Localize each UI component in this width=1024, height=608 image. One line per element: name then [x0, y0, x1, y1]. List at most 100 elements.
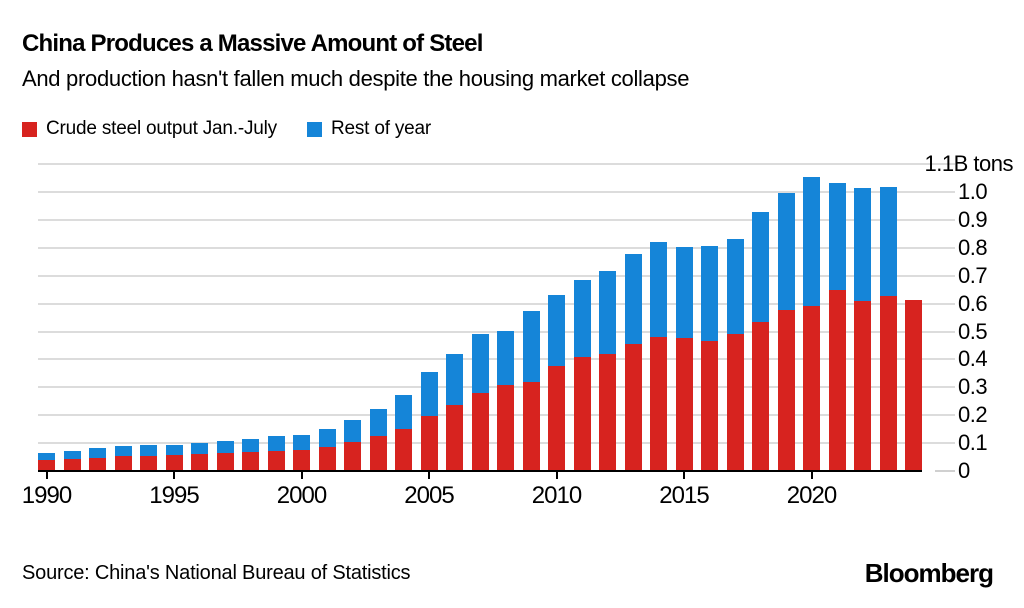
bar-segment-jan-july-2006	[446, 405, 463, 471]
bar-2012	[599, 270, 616, 471]
x-label-1995: 1995	[149, 482, 199, 509]
bar-segment-jan-july-2019	[777, 310, 795, 471]
gridline-1.1B tons	[38, 163, 955, 165]
bar-segment-rest-of-year-1994	[140, 445, 157, 456]
bar-segment-jan-july-1993	[114, 456, 132, 471]
bar-segment-rest-of-year-1992	[89, 448, 106, 458]
bar-segment-jan-july-1995	[165, 455, 183, 471]
legend-label-jan-july: Crude steel output Jan.-July	[46, 118, 277, 139]
y-label-0.7: 0.7	[958, 262, 988, 288]
bar-segment-jan-july-2001	[318, 447, 336, 471]
bar-segment-rest-of-year-2018	[752, 212, 769, 323]
bar-segment-jan-july-2020	[803, 305, 820, 471]
y-label-0.2: 0.2	[958, 402, 988, 428]
bar-segment-jan-july-2009	[522, 382, 540, 471]
y-label-1.1B tons: 1.1B tons	[924, 151, 1014, 176]
x-tick-2010	[555, 472, 558, 479]
bar-segment-jan-july-2000	[293, 449, 310, 471]
bar-2003	[369, 409, 387, 471]
bar-2019	[777, 193, 795, 471]
bar-segment-jan-july-2021	[828, 289, 846, 471]
bar-segment-jan-july-2024	[905, 299, 922, 471]
bar-segment-jan-july-1996	[191, 454, 208, 471]
bar-segment-rest-of-year-2019	[777, 193, 795, 310]
bar-1990	[38, 452, 55, 471]
y-label-0: 0	[958, 458, 970, 483]
bar-2021	[828, 182, 846, 471]
bar-segment-jan-july-2002	[344, 442, 361, 471]
x-tick-2020	[810, 472, 813, 479]
bar-segment-rest-of-year-2011	[573, 280, 591, 357]
bar-segment-jan-july-1990	[38, 459, 55, 471]
y-label-0.6: 0.6	[958, 290, 988, 316]
bar-2011	[573, 280, 591, 471]
bar-segment-jan-july-2008	[497, 385, 514, 471]
x-label-1990: 1990	[21, 482, 72, 509]
x-tick-2000	[300, 472, 303, 479]
bar-segment-rest-of-year-2014	[650, 241, 667, 337]
bar-2024	[905, 299, 922, 471]
y-label-0.4: 0.4	[958, 346, 988, 372]
y-label-0.1: 0.1	[958, 430, 988, 456]
bar-2022	[854, 188, 871, 471]
bar-segment-rest-of-year-2008	[497, 330, 514, 385]
x-label-2005: 2005	[404, 482, 454, 509]
chart-subtitle: And production hasn't fallen much despit…	[22, 66, 690, 91]
bar-segment-jan-july-1998	[242, 451, 259, 471]
y-label-0.5: 0.5	[958, 318, 988, 344]
gridline-0.7	[38, 274, 955, 277]
gridline-0.4	[38, 358, 955, 361]
bar-segment-jan-july-1991	[63, 459, 81, 471]
gridline-layer	[38, 163, 955, 472]
bar-2009	[522, 311, 540, 471]
bar-segment-rest-of-year-2007	[471, 334, 489, 393]
bar-1998	[242, 438, 259, 471]
bar-2014	[650, 241, 667, 471]
bar-2002	[344, 420, 361, 471]
bar-segment-jan-july-2023	[879, 296, 897, 471]
x-label-2000: 2000	[276, 482, 327, 509]
bar-segment-jan-july-2012	[599, 353, 616, 471]
bar-1991	[63, 451, 81, 471]
bar-segment-rest-of-year-2006	[446, 353, 463, 406]
chart-title: China Produces a Massive Amount of Steel	[22, 30, 483, 57]
bar-segment-rest-of-year-2005	[420, 371, 438, 417]
bar-segment-jan-july-2022	[854, 301, 871, 471]
bar-segment-jan-july-2011	[573, 356, 591, 471]
bar-segment-jan-july-1997	[216, 452, 234, 471]
bar-segment-rest-of-year-2013	[624, 254, 642, 344]
legend-swatch-blue	[306, 121, 322, 137]
gridline-0.8	[38, 246, 955, 249]
gridline-0.9	[38, 218, 955, 221]
bar-segment-rest-of-year-1998	[242, 438, 259, 452]
bar-segment-rest-of-year-2012	[599, 270, 616, 354]
bar-segment-jan-july-2007	[471, 392, 489, 471]
source-text: Source: China's National Bureau of Stati…	[22, 562, 411, 584]
zero-gridline-stub	[935, 470, 955, 472]
bar-segment-rest-of-year-2010	[548, 295, 565, 367]
bar-2023	[879, 186, 897, 471]
bar-segment-rest-of-year-2009	[522, 311, 540, 382]
bar-1996	[191, 442, 208, 471]
bar-2001	[318, 428, 336, 471]
gridline-0.6	[38, 302, 955, 305]
y-label-0.3: 0.3	[958, 374, 988, 400]
x-tick-2015	[683, 472, 685, 479]
bar-2004	[395, 394, 412, 471]
bar-segment-rest-of-year-1990	[38, 452, 55, 460]
bar-segment-jan-july-2005	[420, 416, 438, 471]
x-tick-1990	[45, 472, 48, 479]
bar-1995	[165, 444, 183, 471]
bar-segment-jan-july-2014	[650, 337, 667, 471]
bar-2007	[471, 334, 489, 471]
bar-segment-jan-july-1992	[89, 457, 106, 471]
x-axis-line	[38, 470, 922, 472]
legend-swatch-red	[22, 121, 37, 137]
bar-1999	[267, 436, 285, 471]
bar-segment-rest-of-year-1999	[267, 436, 285, 451]
y-label-0.8: 0.8	[958, 234, 988, 260]
bar-segment-rest-of-year-1997	[216, 440, 234, 453]
legend-item-jan-july: Crude steel output Jan.-July	[22, 118, 277, 140]
bar-2020	[803, 177, 820, 471]
